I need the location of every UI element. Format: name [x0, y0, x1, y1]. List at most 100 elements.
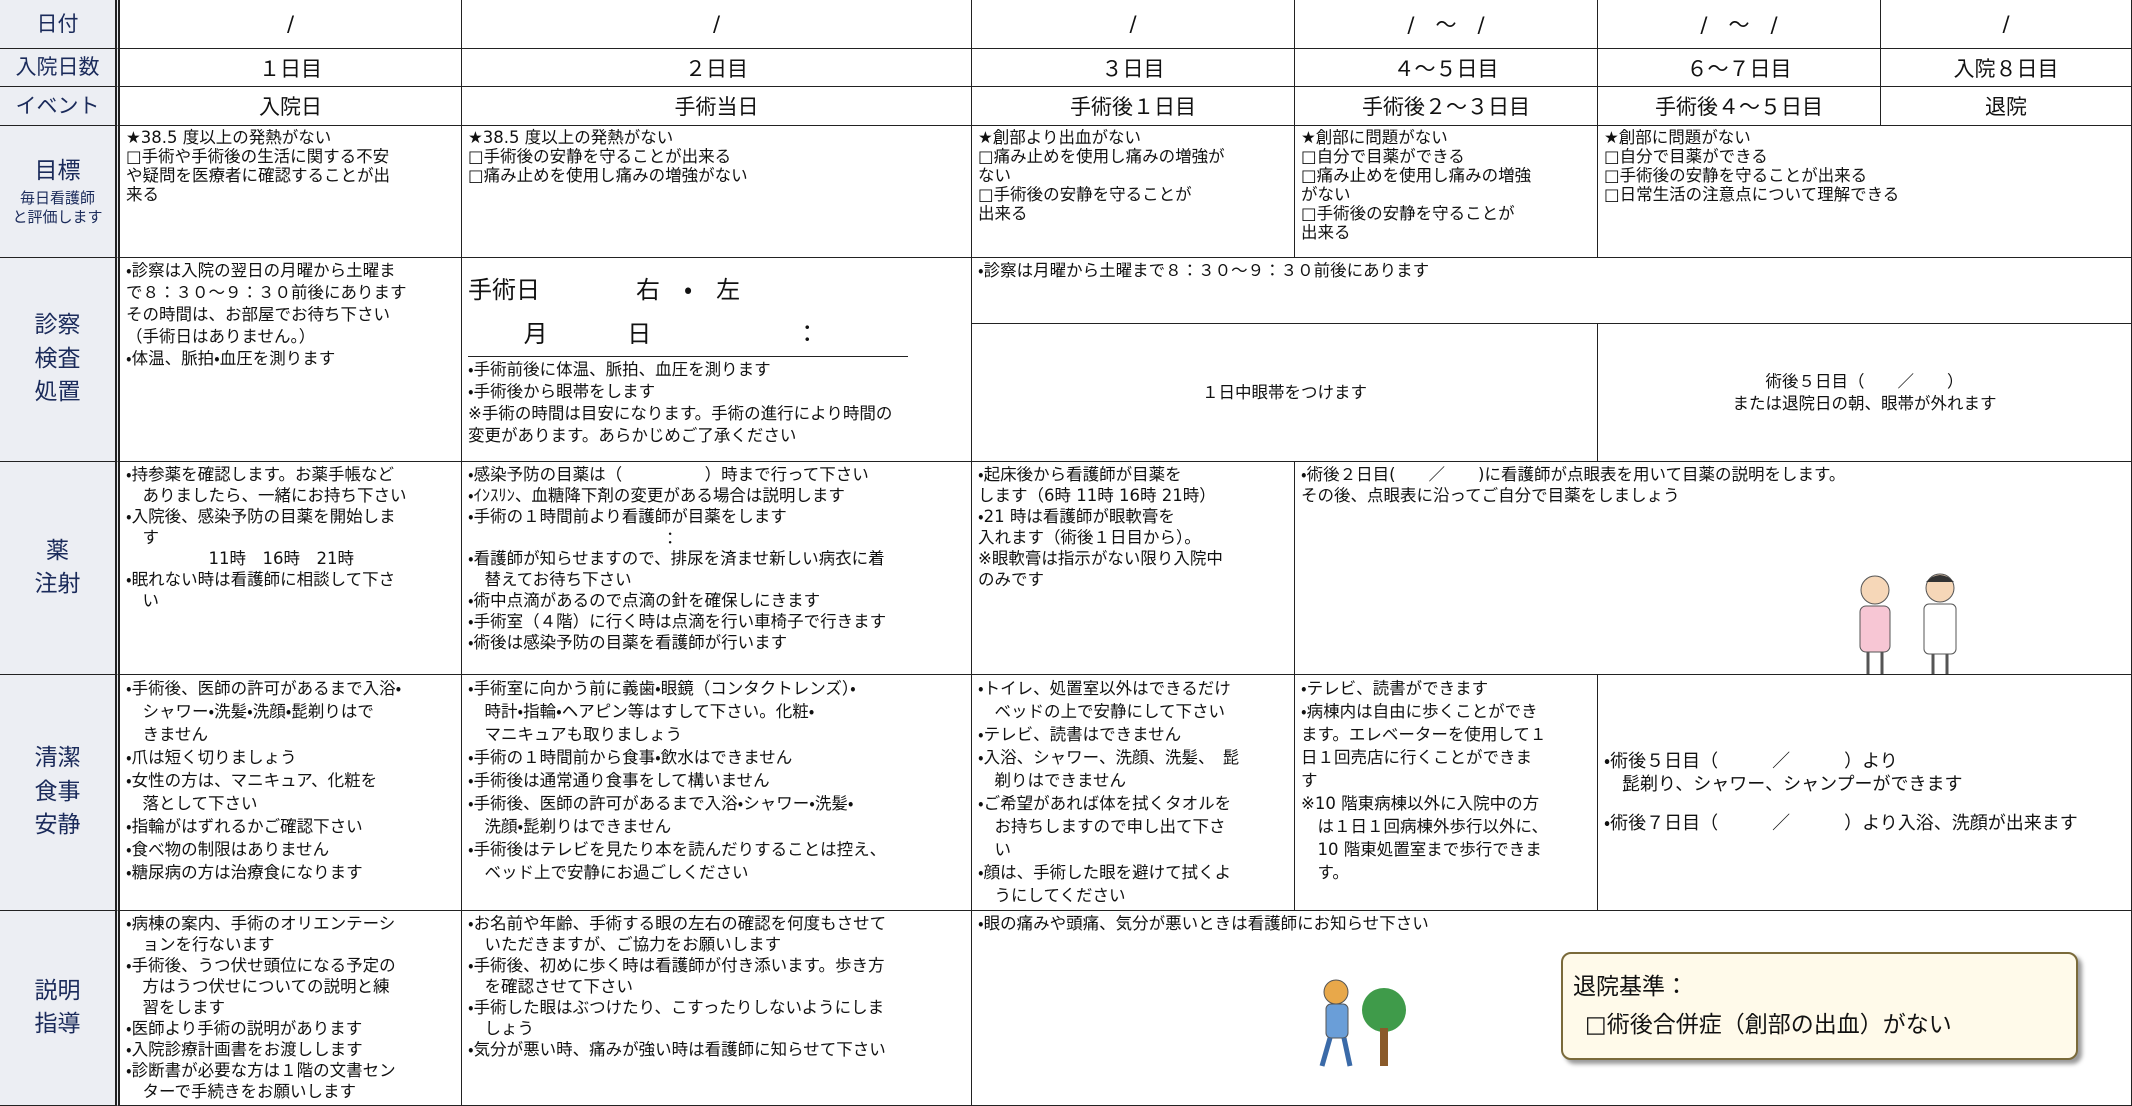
cell-content: ・トイレ、処置室以外はできるだけ ベッドの上で安静にして下さい ・テレビ、読書はで… — [972, 675, 1295, 911]
header-cell: ３日目 — [972, 49, 1295, 87]
text-line: ・ご希望があれば体を拭くタオルを — [978, 794, 1232, 813]
text-line: ・入院診療計画書をお渡しします — [126, 1040, 363, 1059]
label-line: 目標 — [34, 158, 81, 185]
text-line: ・指輪がはずれるかご確認下さい — [126, 817, 363, 836]
cell-content: 術後５日目（ ／ ）または退院日の朝、眼帯が外れます — [1598, 324, 2132, 462]
label-line: 安静 — [34, 812, 81, 839]
text-line: □自分で目薬ができる — [1604, 147, 1768, 166]
header-cell: / — [1881, 0, 2132, 49]
text-line: （手術日はありません。） — [126, 327, 316, 346]
text-line: 10 階東処置室まで歩行できま — [1301, 840, 1542, 859]
text-line: す。 — [1301, 863, 1349, 882]
text-line: します（6時 11時 16時 21時） — [978, 486, 1216, 505]
row-label: 日付 — [0, 0, 120, 49]
note-text: □術後合併症（創部の出血）がない — [1585, 1012, 1952, 1038]
text-line: □手術後の安静を守ることが出来る — [468, 147, 732, 166]
text-line: □手術後の安静を守ることが — [1301, 204, 1515, 223]
text-line: ※眼軟膏は指示がない限り入院中 — [978, 549, 1223, 568]
text-line: ・テレビ、読書はできません — [978, 725, 1182, 744]
text-line: ・手術室に向かう前に義歯・眼鏡（コンタクトレンズ）・ — [468, 679, 856, 698]
cell-content: ★38.5 度以上の発熱がない □手術や手術後の生活に関する不安 や疑問を医療者に確… — [120, 126, 462, 258]
text-line: ★創部より出血がない — [978, 128, 1141, 147]
text-line: ・病棟内は自由に歩くことができ — [1301, 702, 1538, 721]
text-line: ョンを行ないます — [126, 935, 275, 954]
header-cell: / ～ / — [1295, 0, 1598, 49]
text-line: ・手術室（４階）に行く時は点滴を行い車椅子で行きます — [468, 612, 887, 631]
text-line: ★38.5 度以上の発熱がない — [126, 128, 332, 147]
header-cell: 退院 — [1881, 87, 2132, 126]
cell-content: ・テレビ、読書ができます・病棟内は自由に歩くことができ ます。エレベーターを使用し… — [1295, 675, 1598, 911]
cell-content: ・手術後、医師の許可があるまで入浴・ シャワー・洗髪・洗顔・髭剃りはで きません… — [120, 675, 462, 911]
text-line: ・手術前後に体温、脈拍、血圧を測ります — [468, 360, 771, 379]
header-cell: / ～ / — [1598, 0, 1881, 49]
label-line: 注射 — [34, 571, 81, 597]
text-line: ・入院後、感染予防の目薬を開始しま — [126, 507, 396, 526]
text-line: ・トイレ、処置室以外はできるだけ — [978, 679, 1231, 698]
text-line: 入れます（術後１日目から）。 — [978, 528, 1201, 547]
text-line: ・21 時は看護師が眼軟膏を — [978, 507, 1175, 526]
text-line: ・術中点滴があるので点滴の針を確保しにきます — [468, 591, 821, 610]
cell-content: ★38.5 度以上の発熱がない □手術後の安静を守ることが出来る □痛み止めを使用し… — [462, 126, 972, 258]
text-line: その後、点眼表に沿ってご自分で目薬をしましょう — [1301, 486, 1680, 505]
text-line: ・体温、脈拍・血圧を測ります — [126, 349, 336, 368]
text-line: 出来る — [978, 204, 1028, 223]
text-line: 方はうつ伏せについての説明と練 — [126, 977, 390, 996]
text-line: ない — [978, 166, 1011, 185]
text-line: ・食べ物の制限はありません — [126, 840, 330, 859]
label-line: 指導 — [34, 1011, 81, 1037]
cell-content: ・病棟の案内、手術のオリエンテーシ ョンを行ないます ・手術後、うつ伏せ頭位になる… — [120, 911, 462, 1106]
text-line: いただきますが、ご協力をお願いします — [468, 935, 782, 954]
header-cell: 入院８日目 — [1881, 49, 2132, 87]
header-cell: / — [972, 0, 1295, 49]
text-line: ・術後２日目( ／ )に看護師が点眼表を用いて目薬の説明をします。 — [1301, 465, 1846, 484]
text-line: ： — [468, 528, 683, 547]
label-line: 説明 — [34, 977, 81, 1004]
text-line: １日中眼帯をつけます — [1202, 382, 1367, 402]
text-line: す — [1301, 771, 1318, 790]
text-line: ・診断書が必要な方は１階の文書セン — [126, 1061, 396, 1080]
walking-illustration — [1319, 979, 1406, 1067]
text-line: ありましたら、一緒にお持ち下さい — [126, 486, 407, 505]
text-line: ★38.5 度以上の発熱がない — [468, 128, 674, 147]
text-line: ・手術した眼はぶつけたり、こすったりしないようにしま — [468, 998, 885, 1017]
discharge-criteria: 退院基準： □術後合併症（創部の出血）がない — [1561, 952, 2078, 1060]
text-line: ・手術後、医師の許可があるまで入浴・シャワー・洗髪・ — [468, 794, 854, 813]
text-line: ます。エレベーターを使用して１ — [1301, 725, 1547, 744]
text-line: または退院日の朝、眼帯が外れます — [1732, 393, 1997, 413]
text-line: マニキュアも取りましょう — [468, 725, 683, 744]
row-label: 説明 指導 — [0, 911, 120, 1106]
row-label: 清潔 食事 安静 — [0, 675, 120, 911]
text-line: 日１回売店に行くことができま — [1301, 748, 1532, 767]
text-line: ・入浴、シャワー、洗顔、洗髪、 髭 — [978, 748, 1240, 767]
text-line: ・顔は、手術した眼を避けて拭くよ — [978, 863, 1232, 882]
text-line: ・女性の方は、マニキュア、化粧を — [126, 771, 378, 790]
text-line: ベッド上で安静にお過ごしください — [468, 863, 749, 882]
text-line: ・手術後はテレビを見たり本を読んだりすることは控え、 — [468, 840, 887, 859]
text-line: ・感染予防の目薬は（ ）時まで行って下さい — [468, 465, 869, 484]
text-line: ・手術後、初めに歩く時は看護師が付き添います。歩き方 — [468, 956, 885, 975]
header-cell: 手術後１日目 — [972, 87, 1295, 126]
text-line: は１日１回病棟外歩行以外に、 — [1301, 817, 1549, 836]
text-line: □手術や手術後の生活に関する不安 — [126, 147, 390, 166]
text-line: 習をします — [126, 998, 226, 1017]
header-cell: / — [462, 0, 972, 49]
text-line: ターで手続きをお願いします — [126, 1082, 357, 1101]
text-line: ・手術の１時間前から食事・飲水はできません — [468, 748, 793, 767]
text-line: ・気分が悪い時、痛みが強い時は看護師に知らせて下さい — [468, 1040, 886, 1059]
text-line: ・術後５日目（ ／ ）より — [1604, 751, 1898, 772]
text-line: □痛み止めを使用し痛みの増強が — [978, 147, 1225, 166]
cell-content: １日中眼帯をつけます — [972, 324, 1598, 462]
header-cell: ４～５日目 — [1295, 49, 1598, 87]
label-line: 処置 — [34, 379, 81, 406]
text-line: ※手術の時間は目安になります。手術の進行により時間の — [468, 404, 893, 423]
cell-content: ・お名前や年齢、手術する眼の左右の確認を何度もさせて いただきますが、ご協力をお… — [462, 911, 972, 1106]
text-line: お持ちしますので申し出て下さ — [978, 817, 1226, 836]
header-cell: １日目 — [120, 49, 462, 87]
text-line: ・糖尿病の方は治療食になります — [126, 863, 363, 882]
text-line: ・テレビ、読書ができます — [1301, 679, 1489, 698]
text-line: シャワー・洗髪・洗顔・髭剃りはで — [126, 702, 374, 721]
label-line: 検査 — [34, 345, 81, 372]
text-line: □手術後の安静を守ることが出来る — [1604, 166, 1868, 185]
text-line: うにしてください — [978, 886, 1126, 905]
